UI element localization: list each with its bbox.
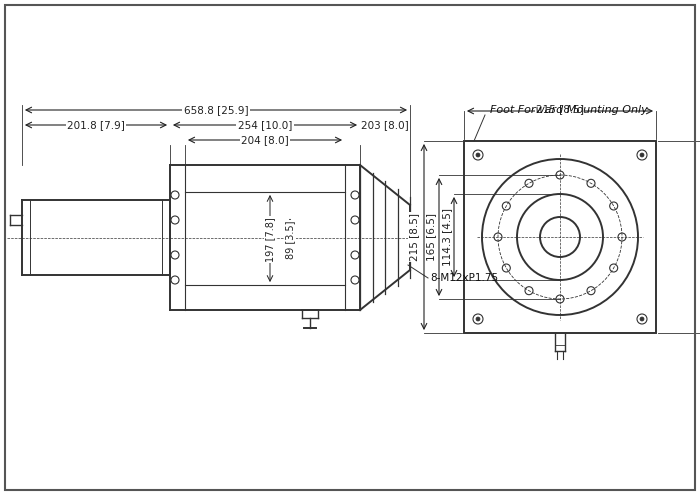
Circle shape [640, 317, 644, 321]
Text: 165 [6.5]: 165 [6.5] [426, 213, 436, 261]
Text: 201.8 [7.9]: 201.8 [7.9] [67, 120, 125, 130]
Text: 658.8 [25.9]: 658.8 [25.9] [183, 105, 248, 115]
Text: 8-M12xP1.75: 8-M12xP1.75 [430, 273, 498, 283]
Text: 89 [3.5]: 89 [3.5] [285, 220, 295, 259]
Text: 197 [7.8]: 197 [7.8] [265, 217, 275, 262]
Circle shape [476, 317, 480, 321]
Text: 203 [8.0]: 203 [8.0] [361, 120, 409, 130]
Text: 215 [8.5]: 215 [8.5] [536, 104, 584, 114]
Bar [464, 141, 656, 333]
Text: 114.3 [4.5]: 114.3 [4.5] [442, 208, 452, 266]
Text: 254 [10.0]: 254 [10.0] [238, 120, 292, 130]
Circle shape [476, 153, 480, 157]
Text: 204 [8.0]: 204 [8.0] [241, 135, 289, 145]
Circle shape [640, 153, 644, 157]
Text: Foot Forward Mounting Only: Foot Forward Mounting Only [490, 105, 648, 115]
Text: 215 [8.5]: 215 [8.5] [409, 213, 419, 261]
